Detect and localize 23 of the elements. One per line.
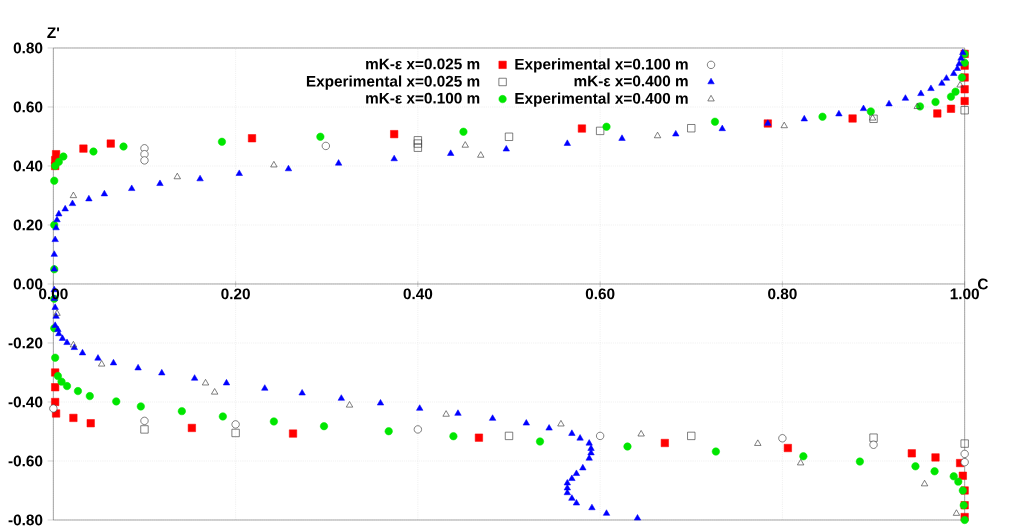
y-tick-label: -0.20 [8, 337, 43, 349]
y-tick-label: -0.60 [8, 455, 43, 467]
x-axis-title: C [978, 278, 989, 290]
x-tick-label: 0.80 [768, 288, 797, 300]
x-tick-label: 0.60 [585, 288, 615, 300]
y-tick-label: 0.40 [13, 160, 43, 172]
y-tick-label: 0.20 [13, 219, 43, 231]
x-tick-label: 0.20 [221, 288, 250, 300]
legend-label: Experimental x=0.400 m [515, 92, 688, 107]
legend-label: mK-ε x=0.025 m [366, 58, 480, 70]
legend-label: mK-ε x=0.400 m [574, 75, 688, 87]
legend-label: mK-ε x=0.100 m [366, 92, 480, 104]
y-tick-label: -0.40 [8, 396, 43, 408]
y-tick-label: 0.80 [13, 42, 43, 54]
x-tick-label: 1.00 [950, 288, 979, 300]
y-tick-label: 0.60 [13, 101, 43, 113]
y-tick-label: 0.00 [13, 278, 43, 290]
legend-label: Experimental x=0.025 m [306, 75, 480, 90]
y-axis-title: Z' [47, 27, 60, 38]
x-tick-label: 0.00 [39, 288, 68, 300]
y-tick-label: -0.80 [8, 514, 43, 526]
x-tick-label: 0.40 [403, 288, 433, 300]
legend-label: Experimental x=0.100 m [515, 58, 688, 73]
